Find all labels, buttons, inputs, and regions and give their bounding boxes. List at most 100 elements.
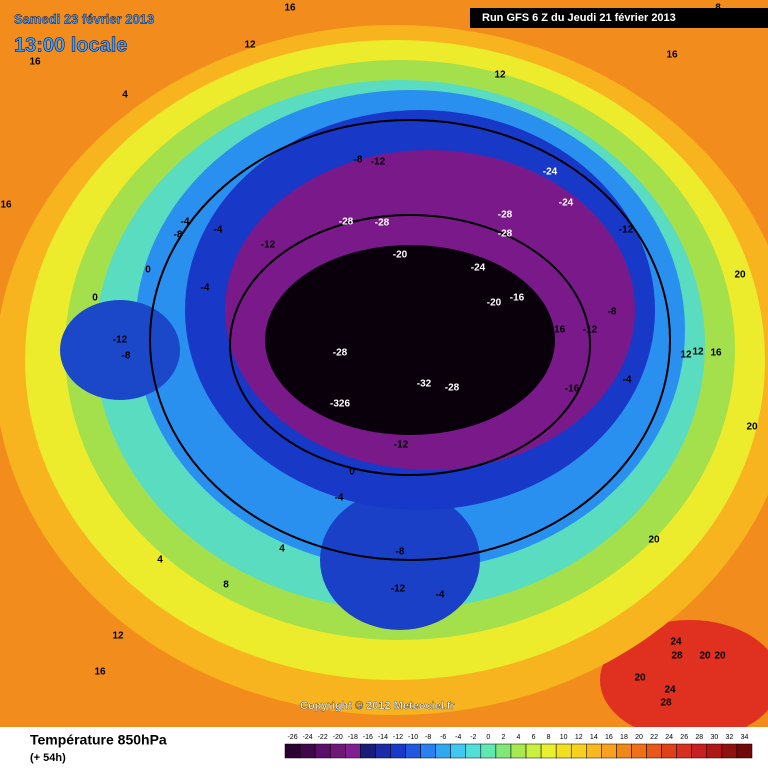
contour-label: 16 bbox=[94, 667, 106, 678]
contour-label: 4 bbox=[122, 90, 128, 101]
legend-swatch bbox=[540, 743, 557, 759]
legend-tick: 26 bbox=[680, 734, 688, 741]
contour-label: -4 bbox=[201, 283, 210, 294]
legend-tick: 28 bbox=[695, 734, 703, 741]
legend-tick: 30 bbox=[710, 734, 718, 741]
contour-label: 28 bbox=[671, 651, 683, 662]
contour-label: 12 bbox=[112, 631, 124, 642]
contour-label: 28 bbox=[660, 698, 672, 709]
legend-tick: -14 bbox=[378, 734, 388, 741]
legend-swatch bbox=[676, 743, 692, 759]
legend-swatch bbox=[435, 743, 451, 759]
contour-label: -16 bbox=[510, 293, 525, 304]
contour-label: -28 bbox=[498, 229, 513, 240]
legend-swatch bbox=[390, 743, 406, 759]
contour-label: 16 bbox=[284, 3, 296, 14]
isotherm-area bbox=[60, 300, 180, 400]
contour-label: -12 bbox=[261, 240, 276, 251]
legend-tick: -6 bbox=[440, 734, 446, 741]
legend-tick: 16 bbox=[605, 734, 613, 741]
legend-tick: 6 bbox=[532, 734, 536, 741]
legend-swatch bbox=[375, 743, 391, 759]
legend-swatch bbox=[480, 743, 497, 759]
legend-tick: 2 bbox=[501, 734, 505, 741]
contour-label: 12 bbox=[494, 70, 506, 81]
legend-tick: -10 bbox=[408, 734, 418, 741]
legend-tick: -2 bbox=[470, 734, 476, 741]
contour-label: 12 bbox=[680, 350, 692, 361]
contour-label: 4 bbox=[157, 555, 163, 566]
legend-swatch bbox=[314, 743, 331, 759]
legend-swatch bbox=[691, 743, 708, 759]
contour-label: 20 bbox=[648, 535, 660, 546]
contour-line bbox=[149, 119, 671, 561]
legend-swatch bbox=[284, 743, 301, 759]
contour-label: -4 bbox=[181, 217, 190, 228]
legend-tick: -18 bbox=[348, 734, 358, 741]
legend-tick: 32 bbox=[726, 734, 734, 741]
contour-label: -8 bbox=[174, 230, 183, 241]
contour-label: 0 bbox=[349, 467, 355, 478]
contour-label: -28 bbox=[375, 218, 390, 229]
contour-label: 16 bbox=[666, 50, 678, 61]
legend-swatch bbox=[555, 743, 572, 759]
contour-label: 24 bbox=[664, 685, 676, 696]
contour-label: -28 bbox=[498, 210, 513, 221]
legend-swatch bbox=[631, 743, 647, 759]
contour-label: -4 bbox=[623, 375, 632, 386]
legend-tick: 8 bbox=[547, 734, 551, 741]
legend-tick: 12 bbox=[575, 734, 583, 741]
legend-tick: 4 bbox=[517, 734, 521, 741]
contour-label: 24 bbox=[670, 637, 682, 648]
legend-swatch bbox=[586, 743, 602, 759]
legend-tick: 10 bbox=[560, 734, 568, 741]
legend-swatch bbox=[601, 743, 617, 759]
contour-label: -20 bbox=[487, 298, 502, 309]
contour-label: -4 bbox=[335, 493, 344, 504]
legend-tick: -24 bbox=[303, 734, 313, 741]
legend-tick: -8 bbox=[425, 734, 431, 741]
contour-label: -12 bbox=[113, 335, 128, 346]
contour-label: -28 bbox=[339, 217, 354, 228]
contour-label: -8 bbox=[122, 351, 131, 362]
contour-label: -8 bbox=[354, 155, 363, 166]
legend-swatch bbox=[405, 743, 421, 759]
contour-label: -326 bbox=[330, 399, 350, 410]
legend-swatch bbox=[465, 743, 482, 759]
contour-label: -8 bbox=[608, 307, 617, 318]
contour-label: 20 bbox=[714, 651, 726, 662]
legend-tick: 18 bbox=[620, 734, 628, 741]
contour-label: -16 bbox=[565, 384, 580, 395]
legend-swatch bbox=[721, 743, 738, 759]
legend-swatch bbox=[420, 743, 436, 759]
legend-swatch bbox=[661, 743, 677, 759]
legend-swatch bbox=[570, 743, 587, 759]
legend-tick: -12 bbox=[393, 734, 403, 741]
legend-swatch bbox=[706, 743, 723, 759]
run-info: Run GFS 6 Z du Jeudi 21 février 2013 bbox=[482, 12, 676, 24]
legend-tick: -4 bbox=[455, 734, 461, 741]
footer-subtitle: (+ 54h) bbox=[30, 752, 66, 764]
contour-label: -12 bbox=[394, 440, 409, 451]
contour-label: -16 bbox=[551, 325, 566, 336]
contour-line bbox=[229, 214, 591, 476]
legend-swatch bbox=[360, 743, 376, 759]
contour-label: 12 bbox=[244, 40, 256, 51]
legend-swatch bbox=[646, 743, 662, 759]
contour-label: -24 bbox=[471, 263, 486, 274]
warm-area bbox=[600, 620, 768, 740]
legend-tick: 22 bbox=[650, 734, 658, 741]
legend-swatch bbox=[510, 743, 527, 759]
footer-title: Température 850hPa bbox=[30, 732, 167, 748]
contour-label: -24 bbox=[559, 198, 574, 209]
contour-label: 12 bbox=[692, 347, 704, 358]
contour-label: 4 bbox=[279, 544, 285, 555]
legend-swatch bbox=[525, 743, 542, 759]
run-box bbox=[470, 8, 768, 28]
legend-tick: 24 bbox=[665, 734, 673, 741]
legend-tick: 20 bbox=[635, 734, 643, 741]
date: Samedi 23 février 2013 bbox=[14, 11, 154, 26]
contour-label: -4 bbox=[214, 225, 223, 236]
contour-label: -12 bbox=[371, 157, 386, 168]
